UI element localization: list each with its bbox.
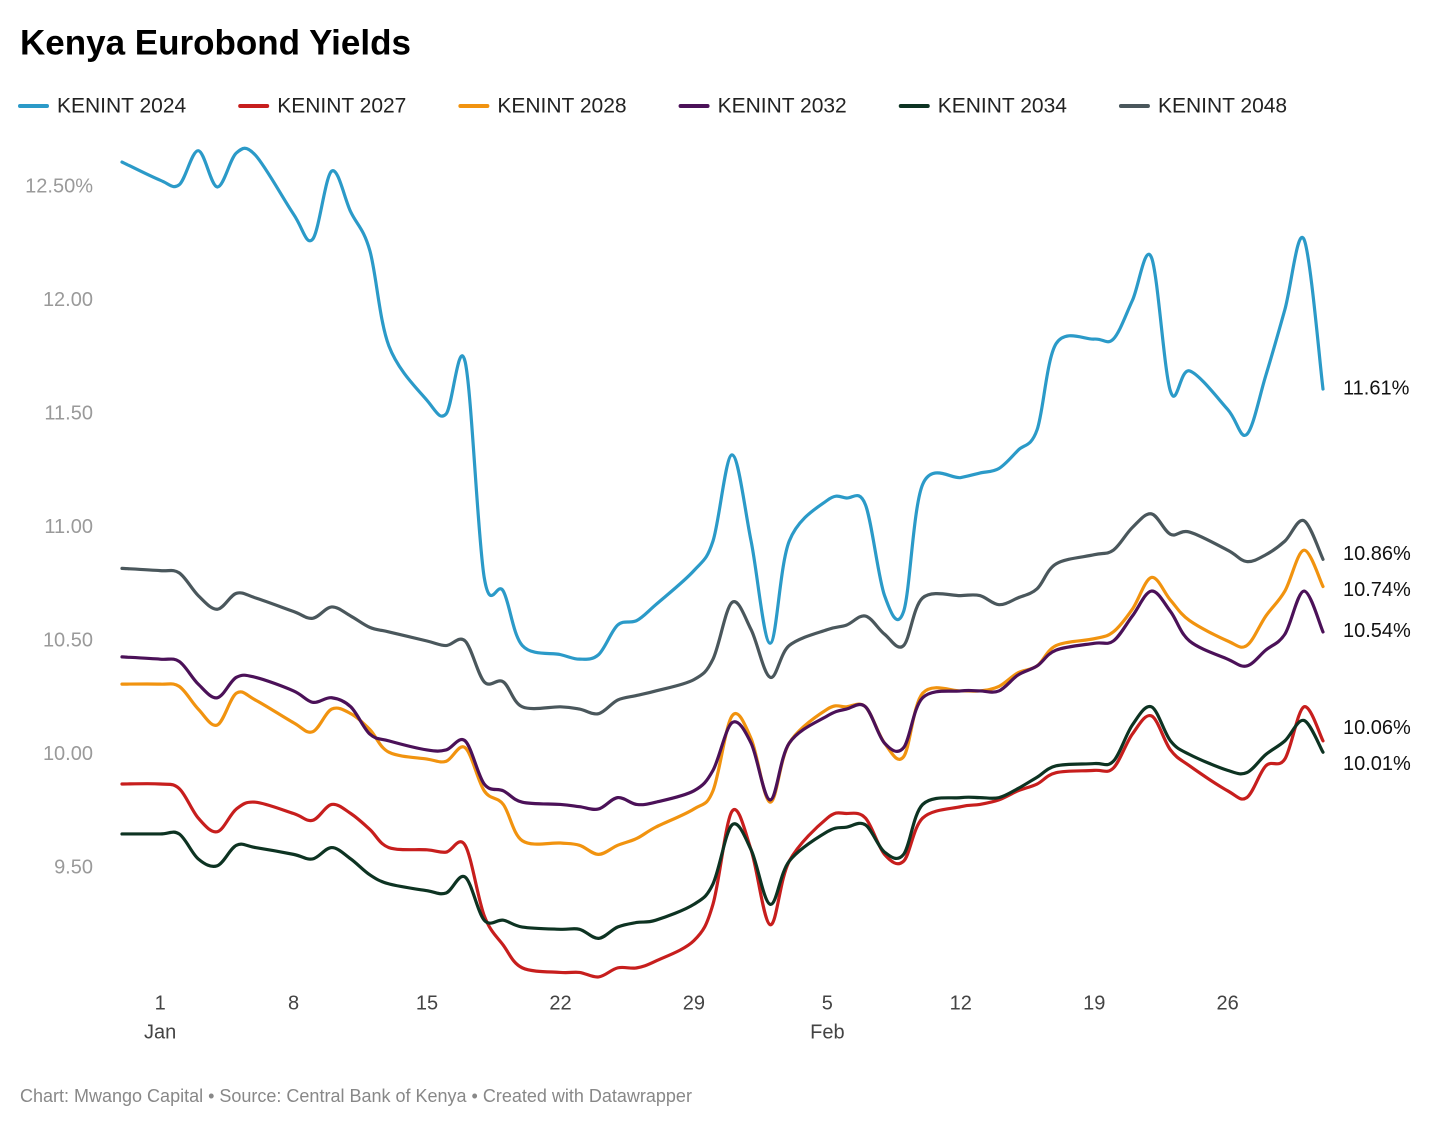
y-tick-label: 9.50 — [54, 856, 93, 878]
legend-label: KENINT 2027 — [277, 95, 406, 118]
end-value-label: 10.06% — [1343, 717, 1411, 739]
x-tick-label: 15 — [416, 992, 438, 1014]
end-value-label: 10.74% — [1343, 579, 1411, 601]
y-tick-label: 10.50 — [43, 629, 93, 651]
y-tick-label: 10.00 — [43, 743, 93, 765]
chart-title: Kenya Eurobond Yields — [20, 23, 411, 62]
y-tick-label: 11.00 — [44, 516, 93, 538]
series-line — [120, 704, 1325, 940]
x-tick-label: 5 — [822, 992, 833, 1014]
series-line — [120, 512, 1325, 716]
legend-label: KENINT 2032 — [718, 95, 847, 118]
x-tick-label: 19 — [1083, 992, 1105, 1014]
end-value-label: 10.86% — [1343, 543, 1411, 565]
end-value-label: 11.61% — [1343, 377, 1410, 399]
series-line — [120, 146, 1325, 661]
legend-label: KENINT 2024 — [57, 95, 186, 118]
x-tick-label: 22 — [549, 992, 571, 1014]
y-tick-label: 11.50 — [44, 402, 93, 424]
x-month-label: Jan — [144, 1021, 176, 1043]
x-tick-label: 12 — [950, 992, 972, 1014]
legend-label: KENINT 2028 — [497, 95, 626, 118]
legend-label: KENINT 2048 — [1158, 95, 1287, 118]
end-value-label: 10.54% — [1343, 620, 1411, 642]
x-month-label: Feb — [810, 1021, 844, 1043]
series-line — [120, 548, 1325, 856]
series-line — [120, 589, 1325, 811]
legend-label: KENINT 2034 — [938, 95, 1067, 118]
y-tick-label: 12.50% — [25, 175, 93, 197]
end-value-label: 10.01% — [1343, 753, 1411, 775]
x-tick-label: 8 — [288, 992, 299, 1014]
y-tick-label: 12.00 — [43, 289, 93, 311]
source-note: Chart: Mwango Capital • Source: Central … — [20, 1086, 692, 1106]
x-tick-label: 26 — [1217, 992, 1239, 1014]
x-tick-label: 1 — [155, 992, 166, 1014]
x-tick-label: 29 — [683, 992, 705, 1014]
series-line — [120, 705, 1325, 979]
